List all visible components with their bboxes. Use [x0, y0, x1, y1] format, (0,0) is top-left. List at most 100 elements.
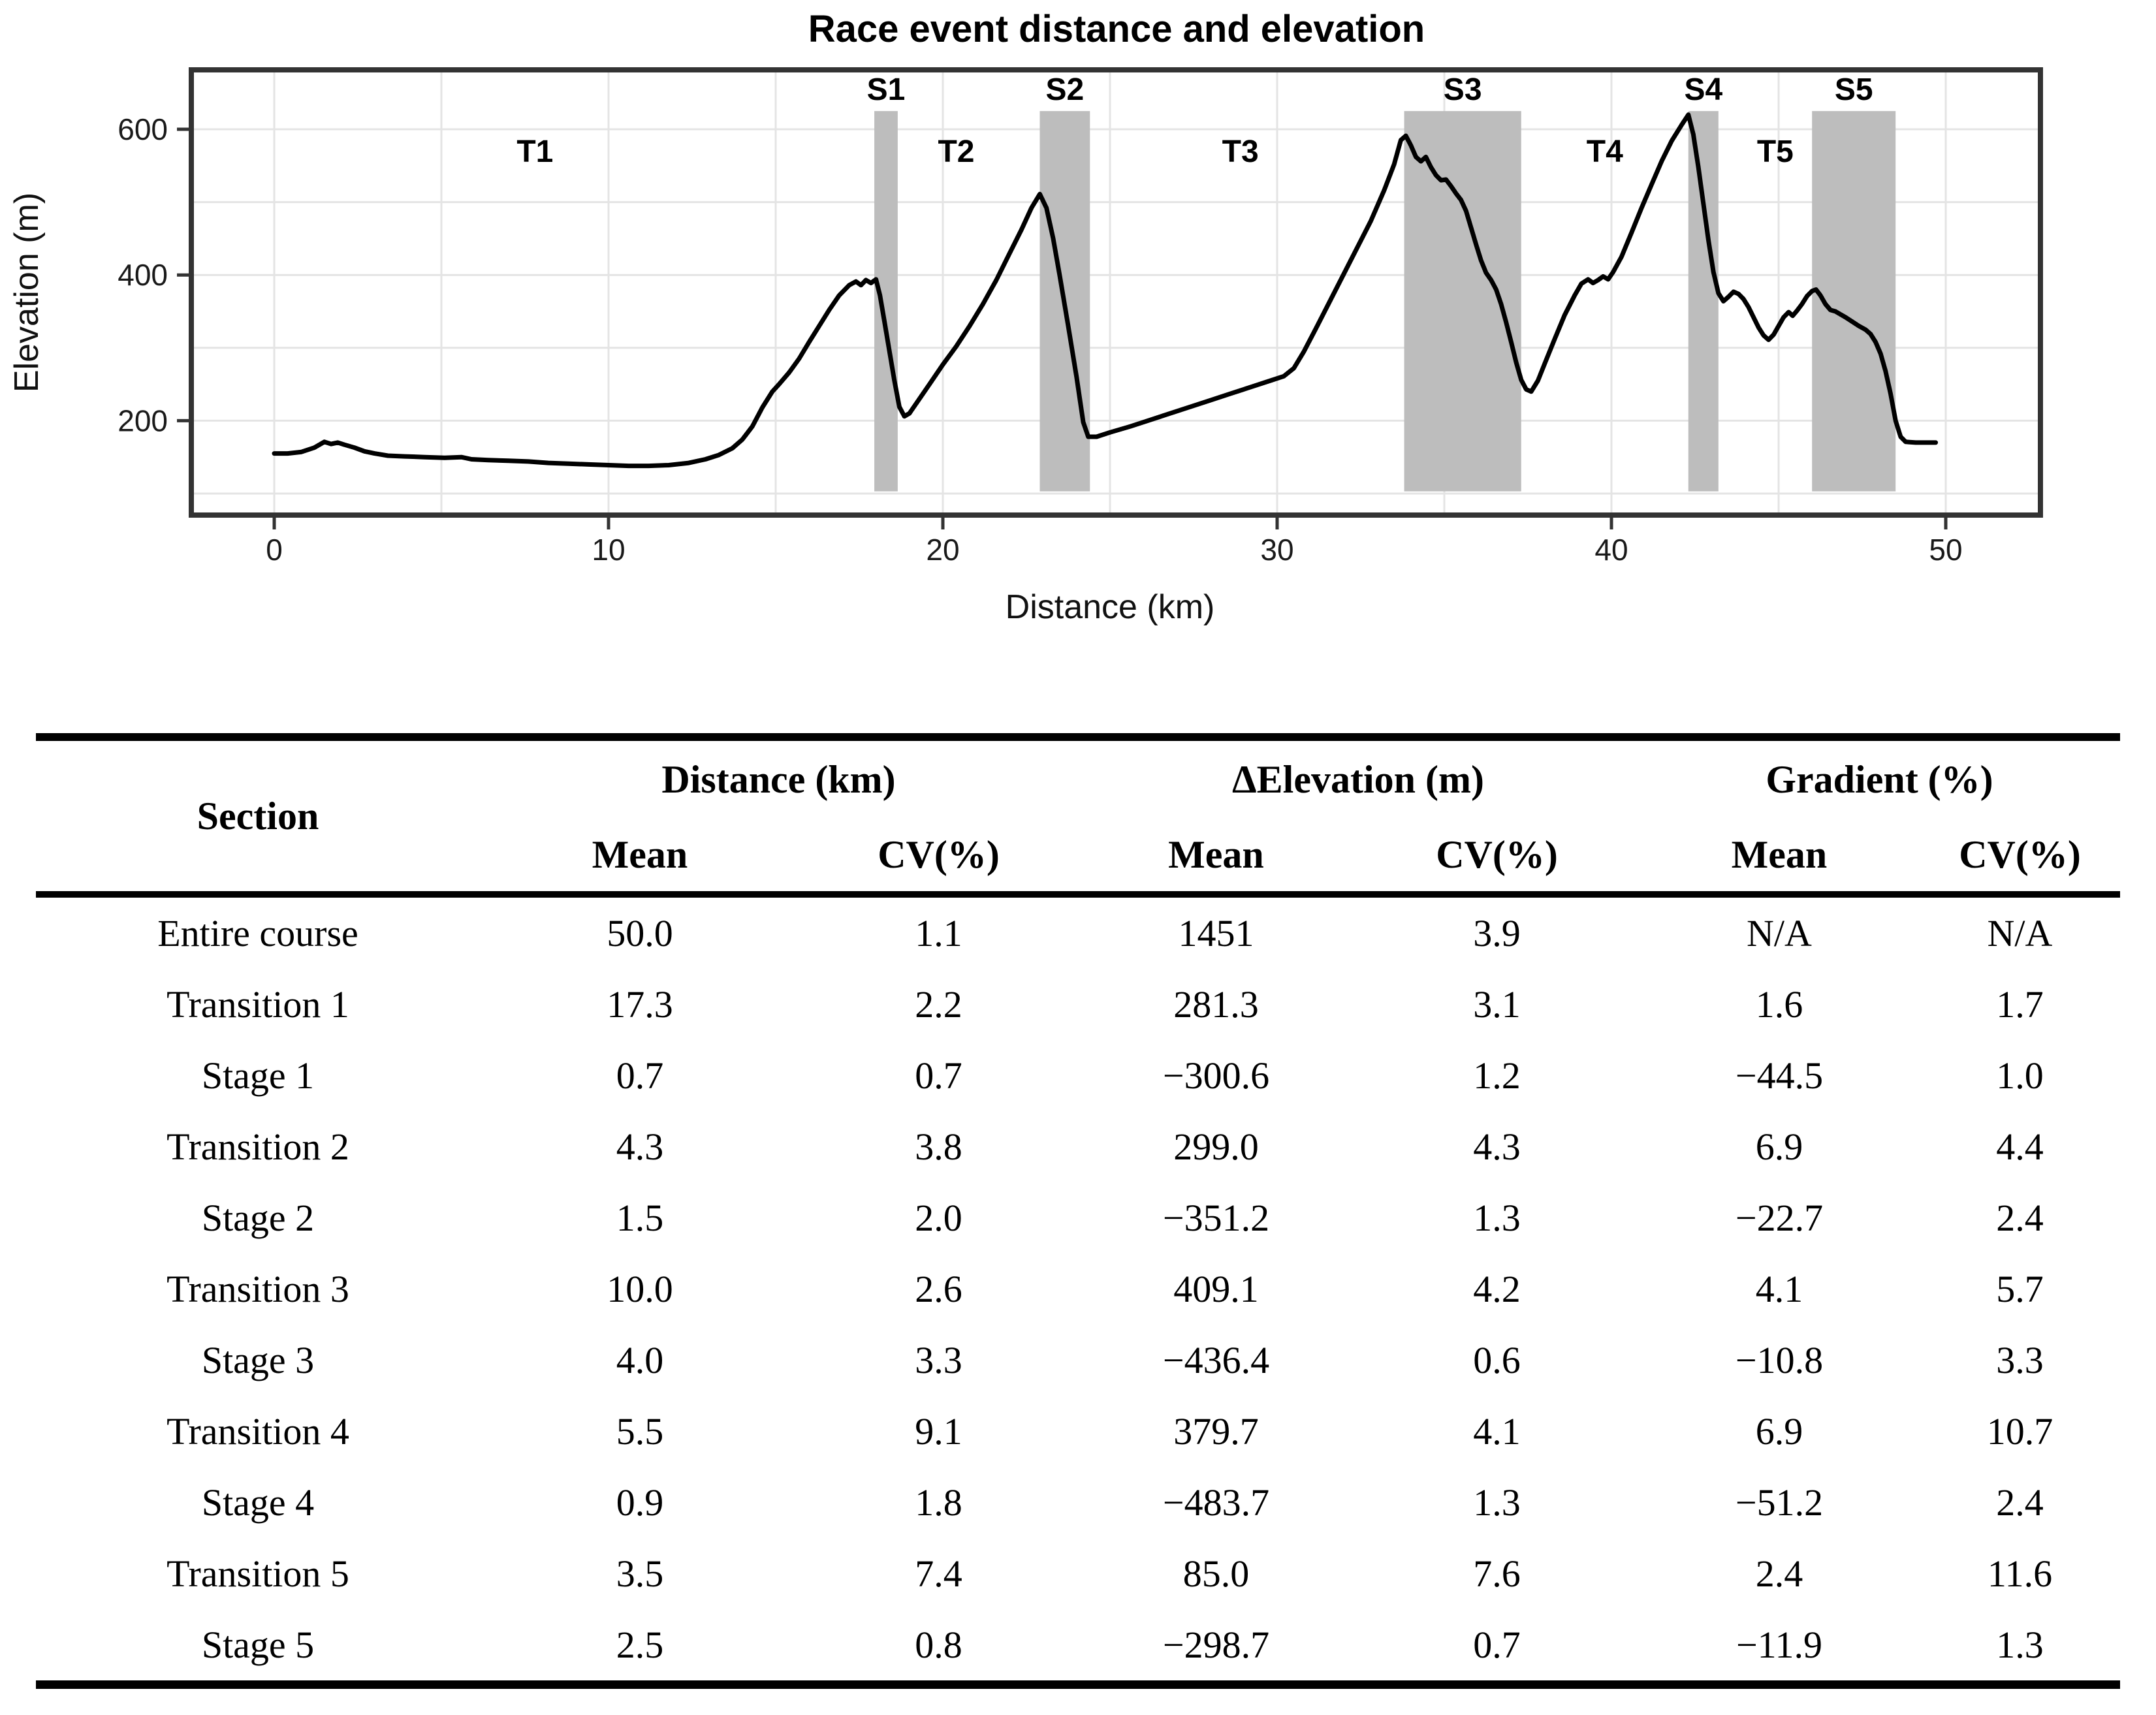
value-cell: 1.8	[915, 1481, 962, 1524]
section-cell: Transition 4	[166, 1410, 349, 1453]
value-cell: 0.9	[616, 1481, 664, 1524]
transition-label-t1: T1	[516, 134, 553, 169]
value-cell: 299.0	[1173, 1125, 1259, 1168]
value-cell: 6.9	[1755, 1410, 1803, 1453]
value-cell: 5.5	[616, 1410, 664, 1453]
table-row: Transition 3 10.0 2.6 409.1 4.2 4.1 5.7	[36, 1253, 2120, 1325]
value-cell: −11.9	[1736, 1624, 1823, 1666]
value-cell: 4.2	[1473, 1268, 1521, 1310]
value-cell: 5.7	[1996, 1268, 2044, 1310]
value-cell: 1.3	[1996, 1624, 2044, 1666]
stage-label-s2: S2	[1046, 72, 1085, 107]
subheader-elevation-cv: CV(%)	[1436, 832, 1558, 876]
subheader-elevation-mean: Mean	[1168, 832, 1264, 876]
value-cell: 1.5	[616, 1197, 664, 1239]
x-tick-label: 50	[1929, 533, 1962, 567]
value-cell: 2.5	[616, 1624, 664, 1666]
value-cell: 4.1	[1755, 1268, 1803, 1310]
value-cell: 1.0	[1996, 1054, 2044, 1097]
stage-band-s3	[1404, 111, 1521, 492]
y-tick-label: 400	[118, 258, 168, 292]
table-row: Entire course 50.0 1.1 1451 3.9 N/A N/A	[36, 894, 2120, 969]
value-cell: 2.4	[1755, 1552, 1803, 1595]
column-group-gradient: Gradient (%)	[1766, 757, 1993, 801]
section-cell: Transition 2	[166, 1125, 349, 1168]
stage-band-s4	[1688, 111, 1719, 492]
value-cell: 4.3	[616, 1125, 664, 1168]
stage-bands	[874, 111, 1896, 492]
value-cell: 1.2	[1473, 1054, 1521, 1097]
transition-label-t5: T5	[1757, 134, 1794, 169]
value-cell: 0.6	[1473, 1339, 1521, 1381]
x-tick-label: 20	[926, 533, 959, 567]
stage-label-s4: S4	[1684, 72, 1722, 107]
value-cell: 2.0	[915, 1197, 962, 1239]
value-cell: 17.3	[607, 983, 673, 1026]
table-row: Transition 1 17.3 2.2 281.3 3.1 1.6 1.7	[36, 969, 2120, 1040]
y-tick-label: 600	[118, 112, 168, 146]
subheader-gradient-mean: Mean	[1731, 832, 1828, 876]
elevation-profile-line	[272, 112, 1939, 469]
value-cell: 0.7	[616, 1054, 664, 1097]
value-cell: 409.1	[1173, 1268, 1259, 1310]
value-cell: 10.0	[607, 1268, 673, 1310]
value-cell: 0.8	[915, 1624, 962, 1666]
table-row: Stage 4 0.9 1.8 −483.7 1.3 −51.2 2.4	[36, 1467, 2120, 1538]
column-group-distance: Distance (km)	[661, 757, 896, 801]
section-cell: Stage 5	[201, 1624, 315, 1666]
transition-label-t2: T2	[938, 134, 974, 169]
table-row: Stage 5 2.5 0.8 −298.7 0.7 −11.9 1.3	[36, 1609, 2120, 1685]
value-cell: 4.0	[616, 1339, 664, 1381]
table-row: Stage 2 1.5 2.0 −351.2 1.3 −22.7 2.4	[36, 1182, 2120, 1253]
transition-label-t3: T3	[1222, 134, 1259, 169]
value-cell: 7.4	[915, 1552, 962, 1595]
x-tick-label: 0	[266, 533, 283, 567]
transition-label-t4: T4	[1587, 134, 1623, 169]
section-cell: Stage 4	[201, 1481, 315, 1524]
value-cell: 2.4	[1996, 1197, 2044, 1239]
value-cell: 379.7	[1173, 1410, 1259, 1453]
value-cell: −351.2	[1162, 1197, 1270, 1239]
y-tick-label: 200	[118, 403, 168, 437]
value-cell: −298.7	[1162, 1624, 1270, 1666]
stage-label-s5: S5	[1835, 72, 1873, 107]
value-cell: 2.2	[915, 983, 962, 1026]
table-row: Stage 1 0.7 0.7 −300.6 1.2 −44.5 1.0	[36, 1040, 2120, 1111]
value-cell: 3.5	[616, 1552, 664, 1595]
value-cell: 1.7	[1996, 983, 2044, 1026]
table-row: Transition 4 5.5 9.1 379.7 4.1 6.9 10.7	[36, 1396, 2120, 1467]
value-cell: 85.0	[1182, 1552, 1250, 1595]
value-cell: −44.5	[1735, 1054, 1824, 1097]
section-cell: Stage 1	[201, 1054, 315, 1097]
value-cell: −436.4	[1162, 1339, 1270, 1381]
value-cell: 1.3	[1473, 1197, 1521, 1239]
stats-table: Section Distance (km) ΔElevation (m) Gra…	[36, 733, 2120, 1689]
value-cell: N/A	[1987, 912, 2053, 954]
elevation-chart: S1 S2 S3 S4 S5 T1 T2 T3 T4 T5 0 10 20 30 40 50 200 400 60…	[0, 0, 2156, 685]
value-cell: 0.7	[915, 1054, 962, 1097]
value-cell: 0.7	[1473, 1624, 1521, 1666]
value-cell: 11.6	[1987, 1552, 2053, 1595]
subheader-gradient-cv: CV(%)	[1959, 832, 2081, 876]
stage-label-s3: S3	[1444, 72, 1482, 107]
value-cell: N/A	[1747, 912, 1812, 954]
value-cell: 1.6	[1755, 983, 1803, 1026]
column-group-delta-elevation: ΔElevation (m)	[1232, 757, 1484, 801]
section-cell: Entire course	[157, 912, 358, 954]
stats-table-header: Section Distance (km) ΔElevation (m) Gra…	[36, 737, 2120, 894]
value-cell: 4.3	[1473, 1125, 1521, 1168]
section-labels: S1 S2 S3 S4 S5 T1 T2 T3 T4 T5	[516, 72, 1873, 169]
value-cell: −483.7	[1162, 1481, 1270, 1524]
value-cell: 3.3	[915, 1339, 962, 1381]
value-cell: −10.8	[1735, 1339, 1824, 1381]
x-axis-label: Distance (km)	[1006, 588, 1215, 626]
value-cell: 3.9	[1473, 912, 1521, 954]
value-cell: −51.2	[1735, 1481, 1824, 1524]
value-cell: 1451	[1178, 912, 1254, 954]
section-cell: Transition 1	[166, 983, 349, 1026]
value-cell: 3.8	[915, 1125, 962, 1168]
value-cell: 50.0	[607, 912, 673, 954]
value-cell: 1.3	[1473, 1481, 1521, 1524]
stage-label-s1: S1	[867, 72, 906, 107]
